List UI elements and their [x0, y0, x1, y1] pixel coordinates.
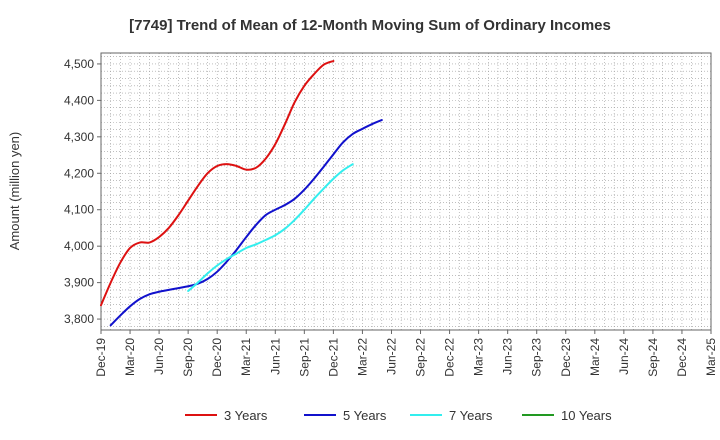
series-line-5-years [109, 119, 383, 327]
x-tick: Mar-24 [588, 330, 602, 376]
y-tick: 4,400 [64, 93, 101, 107]
x-tick-label: Mar-22 [355, 338, 369, 376]
legend-item-5-years: 5 Years [304, 408, 387, 423]
series-lines [100, 60, 383, 327]
series-line-7-years [187, 163, 354, 292]
x-tick-label: Dec-23 [559, 338, 573, 377]
x-tick-label: Mar-23 [472, 338, 486, 376]
x-tick: Sep-22 [414, 330, 428, 377]
x-tick: Dec-21 [326, 330, 340, 377]
x-tick-label: Sep-24 [646, 338, 660, 377]
x-tick: Mar-21 [239, 330, 253, 376]
x-tick: Dec-22 [443, 330, 457, 377]
y-tick-label: 3,900 [64, 276, 94, 290]
x-tick: Dec-24 [675, 330, 689, 377]
y-axis-title: Amount (million yen) [7, 132, 22, 251]
y-tick-label: 4,000 [64, 239, 94, 253]
y-tick-label: 4,500 [64, 57, 94, 71]
x-tick-label: Dec-19 [94, 338, 108, 377]
y-tick-label: 4,400 [64, 93, 94, 107]
legend-item-3-years: 3 Years [185, 408, 268, 423]
x-tick-label: Dec-22 [443, 338, 457, 377]
y-tick: 3,900 [64, 276, 101, 290]
x-tick-label: Mar-21 [239, 338, 253, 376]
x-tick: Jun-20 [152, 330, 166, 375]
legend-item-10-years: 10 Years [522, 408, 612, 423]
x-tick: Dec-19 [94, 330, 108, 377]
x-tick: Mar-22 [355, 330, 369, 376]
x-tick-label: Sep-20 [181, 338, 195, 377]
x-tick-label: Sep-23 [530, 338, 544, 377]
grid [101, 53, 711, 330]
x-tick-label: Mar-24 [588, 338, 602, 376]
legend-item-7-years: 7 Years [410, 408, 493, 423]
y-tick: 4,100 [64, 203, 101, 217]
x-tick-label: Jun-22 [384, 338, 398, 375]
plot-area-frame [100, 52, 712, 331]
x-tick: Jun-23 [501, 330, 515, 375]
series-points-3-years [101, 61, 333, 305]
x-tick: Mar-23 [472, 330, 486, 376]
y-tick-label: 4,200 [64, 166, 94, 180]
y-tick: 4,200 [64, 166, 101, 180]
legend-label-7-years: 7 Years [449, 408, 493, 423]
y-tick-label: 4,100 [64, 203, 94, 217]
x-tick-label: Jun-20 [152, 338, 166, 375]
y-tick-label: 3,800 [64, 312, 94, 326]
legend-label-10-years: 10 Years [561, 408, 612, 423]
legend: 3 Years 5 Years 7 Years 10 Years [185, 408, 612, 423]
y-tick: 3,800 [64, 312, 101, 326]
x-tick-label: Mar-20 [123, 338, 137, 376]
chart-title: [7749] Trend of Mean of 12-Month Moving … [129, 17, 611, 34]
x-tick: Sep-23 [530, 330, 544, 377]
x-tick: Jun-21 [268, 330, 282, 375]
x-tick-label: Sep-21 [297, 338, 311, 377]
x-tick: Dec-20 [210, 330, 224, 377]
legend-label-5-years: 5 Years [343, 408, 387, 423]
x-tick-label: Jun-21 [268, 338, 282, 375]
legend-label-3-years: 3 Years [224, 408, 268, 423]
x-tick: Mar-20 [123, 330, 137, 376]
y-tick: 4,000 [64, 239, 101, 253]
x-tick-label: Dec-20 [210, 338, 224, 377]
x-tick-label: Dec-24 [675, 338, 689, 377]
x-tick-label: Mar-25 [704, 338, 718, 376]
x-tick: Sep-20 [181, 330, 195, 377]
x-axis-ticks: Dec-19 Mar-20 Jun-20 Sep-20 Dec-20 Mar-21 Jun-… [94, 330, 718, 377]
x-tick-label: Dec-21 [326, 338, 340, 377]
x-tick: Jun-24 [617, 330, 631, 375]
y-axis-ticks: 3,800 3,900 4,000 4,100 4,200 4,300 4,400 4,500 [64, 57, 101, 326]
series-line-3-years [100, 60, 335, 307]
x-tick: Mar-25 [704, 330, 718, 376]
x-tick: Sep-21 [297, 330, 311, 377]
x-tick-label: Sep-22 [414, 338, 428, 377]
x-tick: Dec-23 [559, 330, 573, 377]
x-tick-label: Jun-24 [617, 338, 631, 375]
y-tick: 4,300 [64, 130, 101, 144]
y-tick: 4,500 [64, 57, 101, 71]
y-tick-label: 4,300 [64, 130, 94, 144]
x-tick: Sep-24 [646, 330, 660, 377]
x-tick-label: Jun-23 [501, 338, 515, 375]
x-tick: Jun-22 [384, 330, 398, 375]
